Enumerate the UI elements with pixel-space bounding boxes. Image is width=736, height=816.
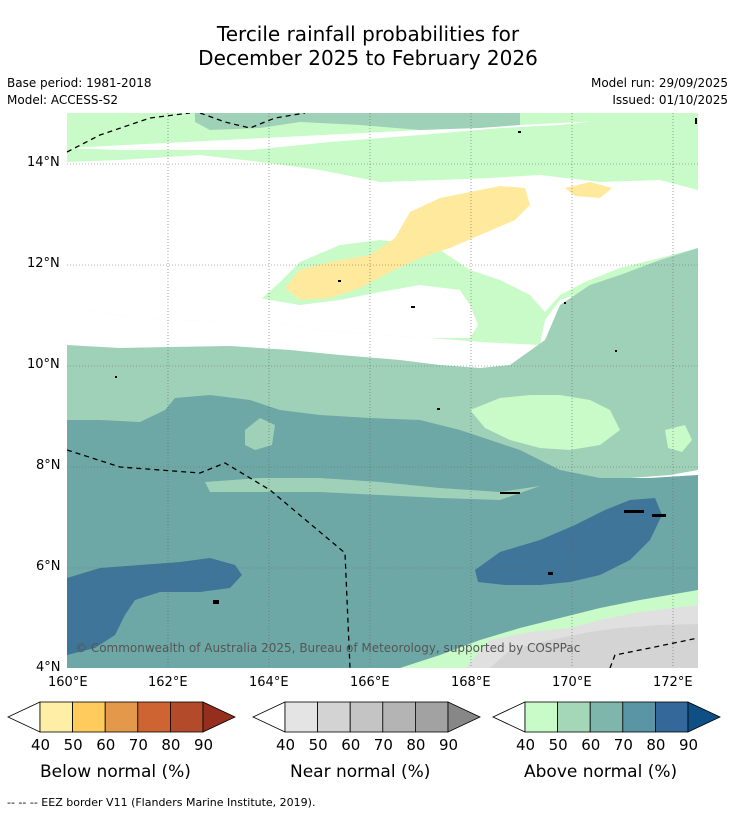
eez-footnote: -- -- -- EEZ border V11 (Flanders Marine… bbox=[7, 796, 316, 809]
lon-label-162: 162°E bbox=[148, 675, 188, 690]
colorbar-above-tick: 90 bbox=[679, 736, 699, 754]
colorbar-near bbox=[252, 701, 481, 733]
colorbar-above-tick: 80 bbox=[646, 736, 666, 754]
colorbar-near-tick: 40 bbox=[276, 736, 296, 754]
colorbar-near-bin bbox=[414, 701, 449, 733]
colorbar-above-tick: 70 bbox=[613, 736, 633, 754]
legend-title-below: Below normal (%) bbox=[40, 762, 191, 782]
region-above-40-east bbox=[470, 395, 620, 450]
colorbars bbox=[7, 701, 721, 733]
colorbar-below-lower-extend bbox=[7, 701, 41, 733]
title-line-2: December 2025 to February 2026 bbox=[198, 46, 538, 70]
region-above-80-west bbox=[67, 558, 242, 655]
colorbar-below-tick: 60 bbox=[96, 736, 116, 754]
lat-label-12: 12°N bbox=[27, 256, 60, 271]
title-line-1: Tercile rainfall probabilities for bbox=[216, 22, 520, 46]
colorbar-near-tick: 70 bbox=[373, 736, 393, 754]
colorbar-above-tick: 50 bbox=[548, 736, 568, 754]
colorbar-below-bin bbox=[169, 701, 204, 733]
colorbar-below-bin bbox=[72, 701, 106, 733]
model-run: Model run: 29/09/2025 bbox=[590, 76, 728, 90]
colorbar-near-bin bbox=[382, 701, 416, 733]
colorbar-above-tick: 60 bbox=[581, 736, 601, 754]
colorbar-near-tick: 80 bbox=[406, 736, 426, 754]
lon-label-164: 164°E bbox=[249, 675, 289, 690]
base-period: Base period: 1981-2018 bbox=[7, 76, 152, 90]
lat-label-14: 14°N bbox=[27, 155, 60, 170]
colorbar-below-tick: 70 bbox=[128, 736, 148, 754]
lat-label-10: 10°N bbox=[27, 357, 60, 372]
colorbar-above-bin bbox=[524, 701, 558, 733]
islands bbox=[115, 118, 697, 604]
colorbar-below-tick: 40 bbox=[31, 736, 51, 754]
region-no-signal-central bbox=[67, 280, 478, 338]
lon-label-172: 172°E bbox=[653, 675, 693, 690]
colorbar-near-bin bbox=[349, 701, 384, 733]
colorbar-below-tick: 50 bbox=[63, 736, 83, 754]
colorbar-below-bin bbox=[137, 701, 171, 733]
colorbar-above-tick: 40 bbox=[516, 736, 536, 754]
graticule bbox=[67, 113, 698, 668]
colorbar-near-bin bbox=[317, 701, 351, 733]
lat-label-6: 6°N bbox=[36, 559, 61, 574]
region-no-signal-north bbox=[67, 155, 698, 312]
colorbar-above-bin bbox=[589, 701, 624, 733]
region-below-50-east bbox=[565, 182, 612, 198]
colorbar-near-tick: 90 bbox=[439, 736, 459, 754]
colorbar-below-bin bbox=[104, 701, 139, 733]
colorbar-below-tick: 80 bbox=[161, 736, 181, 754]
copyright-notice: © Commonwealth of Australia 2025, Bureau… bbox=[75, 641, 581, 655]
colorbar-above-upper-extend bbox=[687, 701, 721, 733]
lat-label-4: 4°N bbox=[36, 660, 61, 675]
lon-label-160: 160°E bbox=[48, 675, 88, 690]
colorbar-near-tick: 50 bbox=[308, 736, 328, 754]
meta-right: Model run: 29/09/2025 Issued: 01/10/2025 bbox=[591, 75, 728, 109]
meta-left: Base period: 1981-2018 Model: ACCESS-S2 bbox=[7, 75, 152, 109]
colorbar-above-bin bbox=[622, 701, 656, 733]
region-below-50 bbox=[285, 186, 530, 300]
colorbar-below-bin bbox=[39, 701, 73, 733]
colorbar-above-bin bbox=[557, 701, 591, 733]
lon-label-166: 166°E bbox=[350, 675, 390, 690]
colorbar-above bbox=[492, 701, 721, 733]
colorbar-below bbox=[7, 701, 236, 733]
issued-date: Issued: 01/10/2025 bbox=[612, 93, 728, 107]
legend-title-near: Near normal (%) bbox=[290, 762, 431, 782]
colorbar-near-bin bbox=[284, 701, 318, 733]
colorbar-below-upper-extend bbox=[202, 701, 236, 733]
region-above-50-inner bbox=[245, 418, 275, 450]
map-title: Tercile rainfall probabilities for Decem… bbox=[0, 22, 736, 70]
colorbar-above-lower-extend bbox=[492, 701, 526, 733]
region-near-60 bbox=[490, 624, 698, 668]
lon-label-168: 168°E bbox=[451, 675, 491, 690]
region-above-80-east bbox=[475, 498, 662, 585]
eez-borders bbox=[67, 113, 698, 668]
colorbar-near-lower-extend bbox=[252, 701, 286, 733]
colorbar-above-bin bbox=[655, 701, 689, 733]
colorbar-below-tick: 90 bbox=[194, 736, 214, 754]
region-above-50-band bbox=[205, 478, 540, 500]
region-above-50-top bbox=[195, 113, 520, 130]
lon-label-170: 170°E bbox=[552, 675, 592, 690]
region-above-40-east-2 bbox=[665, 425, 692, 452]
lat-label-8: 8°N bbox=[36, 458, 61, 473]
model-name: Model: ACCESS-S2 bbox=[7, 93, 119, 107]
legend-title-above: Above normal (%) bbox=[524, 762, 678, 782]
colorbar-near-tick: 60 bbox=[341, 736, 361, 754]
colorbar-near-upper-extend bbox=[447, 701, 481, 733]
